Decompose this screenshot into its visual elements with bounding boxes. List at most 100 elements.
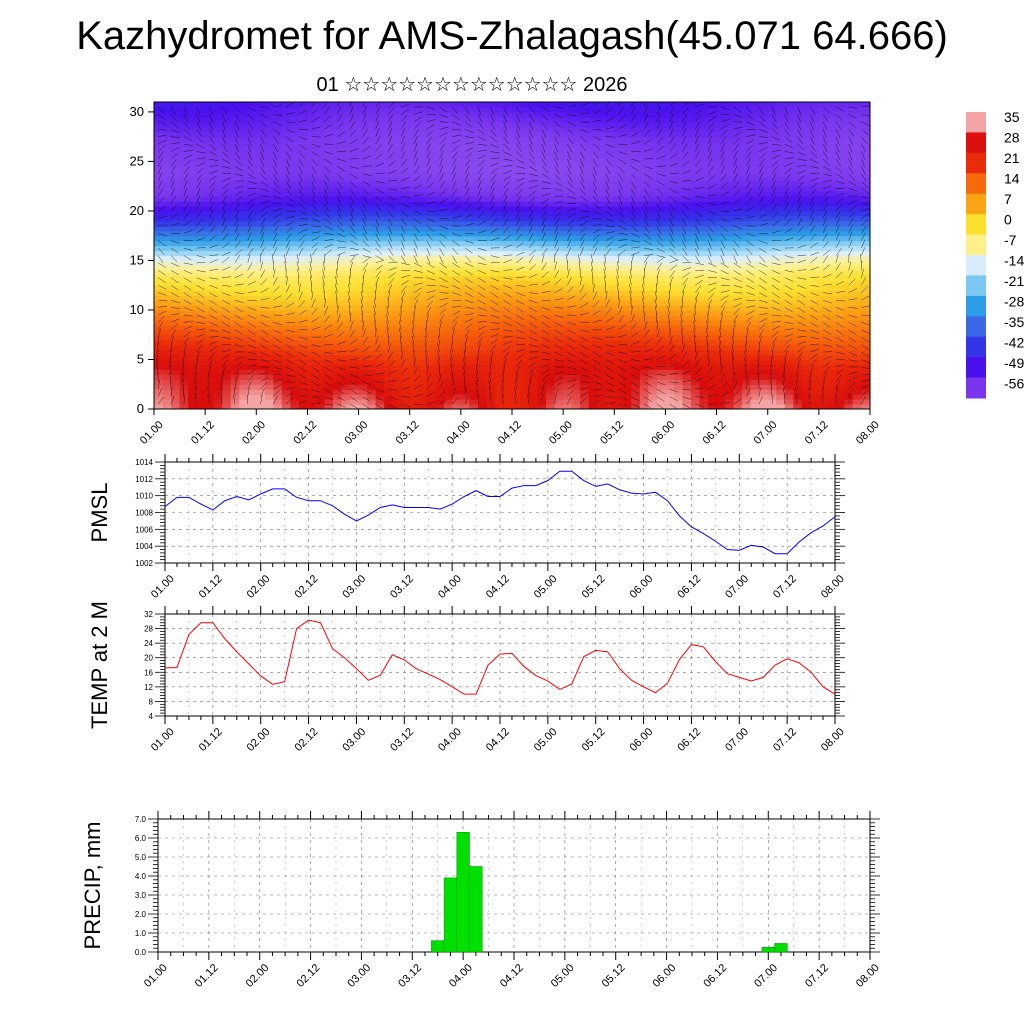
heatmap-cell <box>648 270 658 276</box>
heatmap-cell <box>162 309 172 316</box>
heatmap-cell <box>631 379 641 385</box>
heatmap-cell <box>315 354 326 361</box>
heatmap-cell <box>409 181 419 187</box>
heatmap-cell <box>375 245 385 252</box>
heatmap-cell <box>222 181 232 187</box>
heatmap-cell <box>588 255 598 262</box>
heatmap-cell <box>699 171 709 177</box>
heatmap-cell <box>682 359 692 366</box>
heatmap-cell <box>759 136 769 143</box>
heatmap-cell <box>264 121 274 128</box>
heatmap-cell <box>631 344 641 351</box>
heatmap-cell <box>222 102 232 108</box>
heatmap-cell <box>460 205 470 212</box>
heatmap-cell <box>563 314 573 321</box>
heatmap-cell <box>742 235 752 242</box>
heatmap-cell <box>597 171 607 177</box>
heatmap-cell <box>801 354 811 361</box>
heatmap-cell <box>529 171 539 177</box>
heatmap-cell <box>222 191 232 197</box>
heatmap-cell <box>469 210 479 217</box>
heatmap-cell <box>350 181 360 187</box>
heatmap-cell <box>597 186 607 192</box>
heatmap-cell <box>656 156 667 163</box>
heatmap-cell <box>520 324 530 331</box>
heatmap-cell <box>247 389 257 395</box>
heatmap-cell <box>290 126 300 133</box>
heatmap-cell <box>622 191 632 197</box>
heatmap-cell <box>656 270 667 276</box>
heatmap-cell <box>597 309 607 316</box>
heatmap-cell <box>648 260 658 267</box>
heatmap-cell <box>503 156 513 163</box>
heatmap-cell <box>648 319 658 326</box>
heatmap-cell <box>512 275 522 281</box>
heatmap-cell <box>298 146 309 153</box>
heatmap-cell <box>588 230 598 237</box>
heatmap-cell <box>443 215 453 222</box>
heatmap-cell <box>605 290 615 296</box>
heatmap-cell <box>716 309 726 316</box>
heatmap-cell <box>725 220 735 227</box>
heatmap-cell <box>392 131 402 138</box>
heatmap-cell <box>656 324 667 331</box>
heatmap-cell <box>418 240 428 247</box>
heatmap-cell <box>154 394 164 400</box>
heatmap-cell <box>315 230 326 237</box>
heatmap-cell <box>793 334 803 341</box>
heatmap-cell <box>759 300 769 306</box>
heatmap-cell <box>315 389 326 395</box>
heatmap-cell <box>622 126 632 133</box>
heatmap-cell <box>725 270 735 276</box>
heatmap-cell <box>571 404 581 409</box>
heatmap-cell <box>256 220 266 227</box>
heatmap-cell <box>631 300 641 306</box>
heatmap-cell <box>273 354 283 361</box>
heatmap-cell <box>512 329 522 336</box>
heatmap-cell <box>648 384 658 390</box>
heatmap-cell <box>571 384 581 390</box>
heatmap-cell <box>298 176 309 182</box>
heatmap-cell <box>708 364 718 370</box>
heatmap-cell <box>239 146 249 153</box>
heatmap-cell <box>222 404 232 409</box>
heatmap-cell <box>580 305 590 311</box>
heatmap-cell <box>639 344 649 351</box>
heatmap-cell <box>742 359 752 366</box>
heatmap-cell <box>827 314 837 321</box>
heatmap-cell <box>520 141 530 148</box>
heatmap-cell <box>750 285 760 291</box>
heatmap-cell <box>767 389 777 395</box>
heatmap-cell <box>742 250 752 257</box>
heatmap-cell <box>443 389 453 395</box>
heatmap-cell <box>222 225 232 232</box>
heatmap-cell <box>759 275 769 281</box>
heatmap-cell <box>247 230 257 237</box>
heatmap-cell <box>708 131 718 138</box>
heatmap-cell <box>708 285 718 291</box>
heatmap-cell <box>691 171 701 177</box>
heatmap-cell <box>435 384 445 390</box>
heatmap-cell <box>520 146 530 153</box>
heatmap-cell <box>418 225 428 232</box>
heatmap-cell <box>247 319 257 326</box>
heatmap-cell <box>213 300 223 306</box>
heatmap-cell <box>588 166 598 172</box>
heatmap-cell <box>460 191 470 197</box>
heatmap-cell <box>452 235 462 242</box>
heatmap-cell <box>588 215 598 222</box>
heatmap-cell <box>622 305 632 311</box>
heatmap-cell <box>477 151 488 158</box>
heatmap-cell <box>750 275 760 281</box>
heatmap-cell <box>580 374 590 380</box>
heatmap-cell <box>529 260 539 267</box>
heatmap-cell <box>333 369 343 375</box>
heatmap-cell <box>401 116 411 123</box>
heatmap-cell <box>563 201 573 207</box>
heatmap-cell <box>554 156 564 163</box>
heatmap-cell <box>384 324 394 331</box>
heatmap-cell <box>443 384 453 390</box>
heatmap-cell <box>742 225 752 232</box>
heatmap-cell <box>230 404 240 409</box>
heatmap-cell <box>810 329 820 336</box>
